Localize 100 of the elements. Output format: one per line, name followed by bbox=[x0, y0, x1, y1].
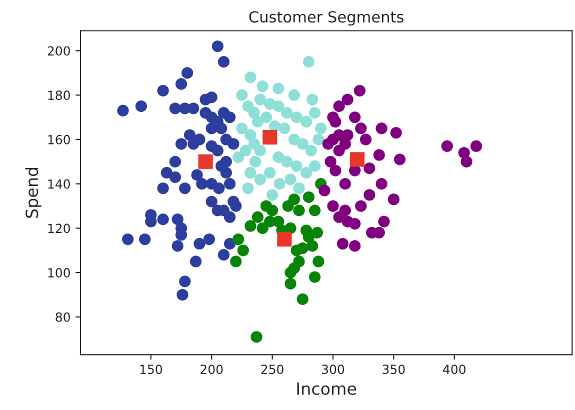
x-tick-label: 400 bbox=[443, 364, 466, 374]
point bbox=[256, 222, 268, 234]
point bbox=[293, 204, 305, 216]
point bbox=[244, 72, 256, 84]
point bbox=[376, 178, 388, 190]
point bbox=[327, 200, 339, 212]
point bbox=[293, 182, 305, 194]
point bbox=[290, 244, 302, 256]
point bbox=[336, 238, 349, 250]
point bbox=[249, 156, 262, 168]
point bbox=[300, 116, 312, 128]
point bbox=[236, 89, 248, 101]
y-tick-label: 100 bbox=[48, 268, 70, 278]
point bbox=[272, 82, 284, 94]
y-tick-label: 120 bbox=[48, 224, 70, 234]
point bbox=[290, 160, 302, 172]
point bbox=[262, 130, 278, 145]
point bbox=[281, 107, 293, 119]
point bbox=[364, 189, 376, 201]
point bbox=[284, 174, 296, 186]
x-tick-label: 150 bbox=[140, 364, 162, 374]
point bbox=[266, 189, 278, 201]
point bbox=[318, 184, 330, 196]
point bbox=[349, 111, 361, 124]
point bbox=[277, 232, 292, 247]
y-tick-label: 80 bbox=[56, 312, 70, 322]
point bbox=[342, 94, 354, 106]
point bbox=[333, 211, 345, 223]
point bbox=[288, 89, 300, 101]
x-axis-title: Income bbox=[297, 382, 356, 395]
point bbox=[349, 218, 361, 230]
point bbox=[266, 204, 278, 216]
point bbox=[244, 166, 256, 179]
x-tick-label: 300 bbox=[322, 364, 344, 374]
point bbox=[272, 151, 284, 164]
point bbox=[272, 100, 284, 112]
point bbox=[390, 126, 402, 139]
point bbox=[254, 174, 266, 186]
point bbox=[244, 129, 256, 141]
x-tick-label: 250 bbox=[261, 364, 284, 374]
x-tick-label: 350 bbox=[382, 364, 405, 374]
point bbox=[460, 156, 472, 168]
point bbox=[240, 144, 252, 156]
x-tick-label: 200 bbox=[200, 364, 223, 374]
point bbox=[308, 107, 321, 119]
point bbox=[284, 266, 296, 278]
point bbox=[198, 154, 213, 169]
point bbox=[376, 122, 388, 134]
point bbox=[360, 134, 372, 146]
point bbox=[333, 100, 345, 112]
y-tick-label: 180 bbox=[48, 90, 70, 100]
chart-title: Customer Segments bbox=[249, 11, 404, 26]
point bbox=[284, 278, 296, 290]
y-axis-title: Spend bbox=[25, 168, 42, 218]
point bbox=[373, 149, 385, 161]
point bbox=[388, 194, 400, 206]
point bbox=[264, 216, 276, 228]
point bbox=[349, 240, 361, 252]
point bbox=[237, 244, 249, 256]
point bbox=[330, 164, 342, 176]
point bbox=[252, 211, 264, 223]
point bbox=[312, 134, 324, 146]
point bbox=[311, 226, 324, 238]
point bbox=[300, 166, 312, 179]
point bbox=[302, 191, 315, 203]
point bbox=[470, 140, 482, 152]
point bbox=[236, 122, 248, 134]
point bbox=[302, 56, 315, 68]
point bbox=[330, 116, 342, 128]
point bbox=[315, 122, 327, 134]
point bbox=[244, 220, 256, 232]
point bbox=[364, 162, 376, 174]
point bbox=[308, 204, 321, 216]
point bbox=[230, 256, 242, 268]
point bbox=[308, 271, 321, 283]
point bbox=[274, 178, 286, 190]
point bbox=[354, 84, 366, 96]
point bbox=[306, 94, 318, 106]
point bbox=[290, 111, 302, 124]
point bbox=[256, 80, 268, 92]
point bbox=[252, 116, 264, 128]
point bbox=[278, 122, 290, 134]
point bbox=[254, 94, 266, 106]
point bbox=[281, 156, 293, 168]
point bbox=[324, 156, 336, 168]
point bbox=[308, 160, 321, 172]
point bbox=[355, 122, 367, 134]
point bbox=[394, 154, 406, 166]
point bbox=[305, 144, 317, 156]
point bbox=[322, 138, 334, 150]
point bbox=[288, 194, 300, 206]
y-tick-label: 200 bbox=[48, 46, 70, 56]
point bbox=[232, 151, 244, 164]
point bbox=[355, 200, 367, 212]
point bbox=[296, 293, 308, 305]
point bbox=[378, 216, 390, 228]
y-tick-label: 140 bbox=[48, 179, 70, 189]
point bbox=[232, 233, 244, 246]
point bbox=[339, 178, 351, 190]
point bbox=[350, 152, 365, 167]
